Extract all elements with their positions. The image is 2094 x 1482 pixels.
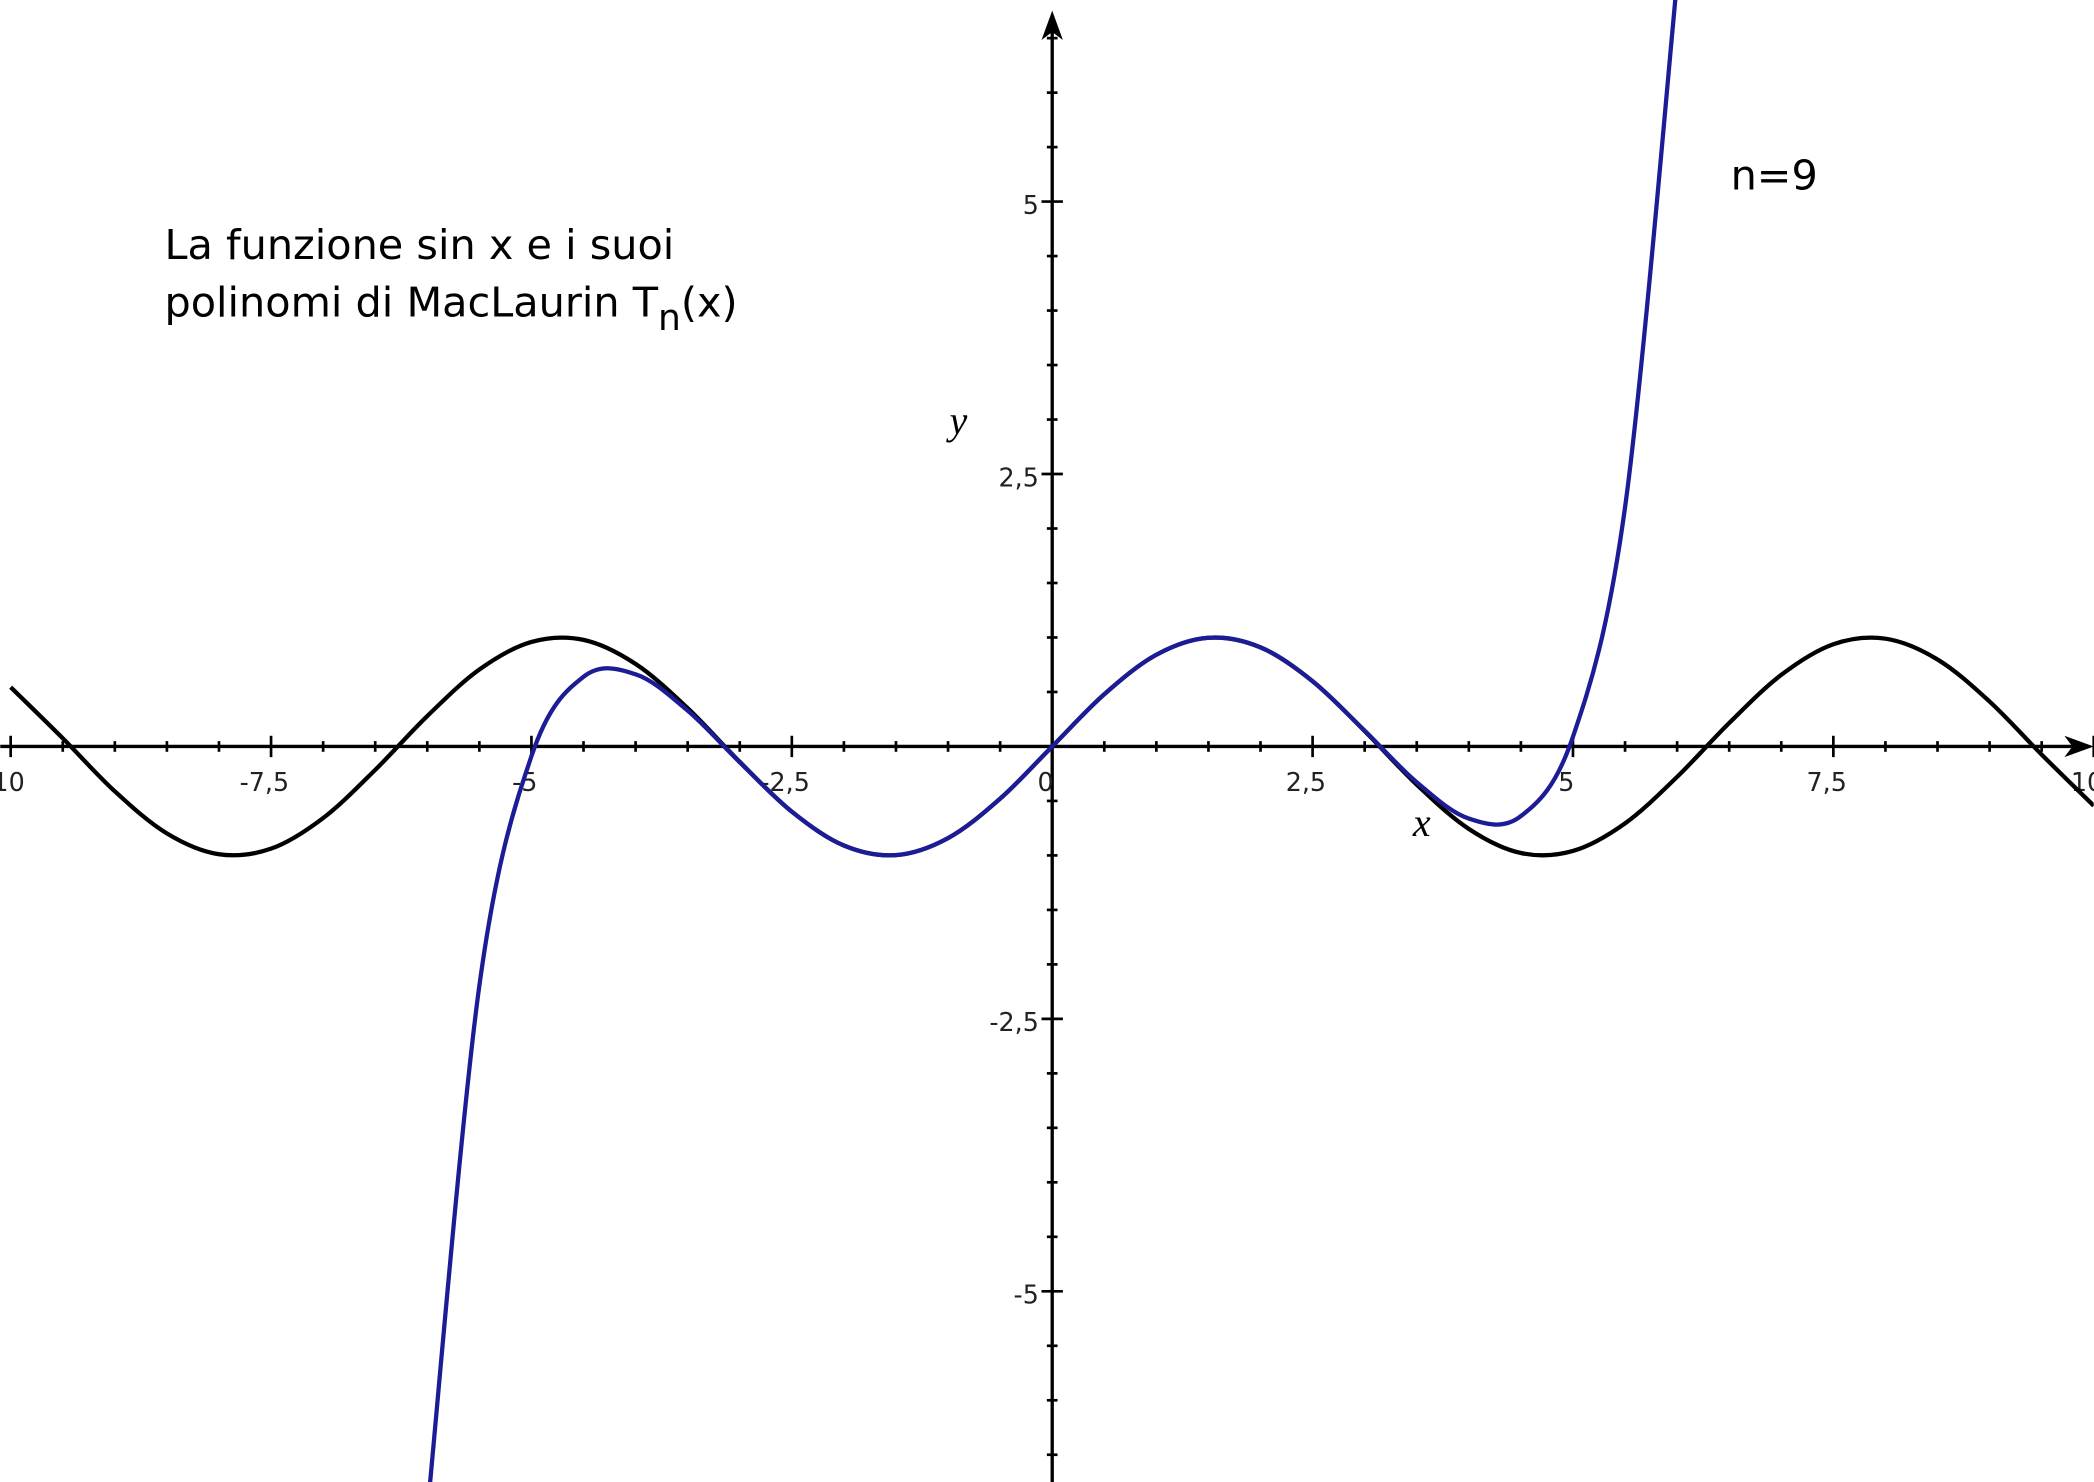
- curve: [428, 0, 1678, 1482]
- x-axis-arrow: [2064, 735, 2094, 758]
- title-line: polinomi di MacLaurin Tn(x): [164, 278, 737, 338]
- x-axis-label: x: [1412, 800, 1431, 845]
- x-tick-label: 5: [1558, 767, 1574, 797]
- plot-area: [9, 0, 2094, 1482]
- title-subscript: n: [658, 298, 681, 339]
- y-tick-label: 5: [1023, 190, 1039, 220]
- x-tick-label: 7,5: [1807, 767, 1847, 797]
- x-tick-label: 2,5: [1286, 767, 1326, 797]
- title-line: La funzione sin x e i suoi: [164, 221, 674, 269]
- y-tick-label: -5: [1014, 1280, 1039, 1310]
- annotation: n=9: [1731, 152, 1818, 200]
- title-text: polinomi di MacLaurin T: [164, 278, 658, 326]
- x-tick-label: 0: [1037, 767, 1053, 797]
- y-axis-label: y: [946, 398, 968, 443]
- x-tick-label: -10: [0, 767, 25, 797]
- y-axis-arrow: [1041, 10, 1063, 41]
- title-suffix: (x): [681, 278, 738, 326]
- y-tick-label: -2,5: [989, 1007, 1038, 1037]
- y-tick-label: 2,5: [999, 462, 1039, 492]
- x-tick-label: -7,5: [240, 767, 289, 797]
